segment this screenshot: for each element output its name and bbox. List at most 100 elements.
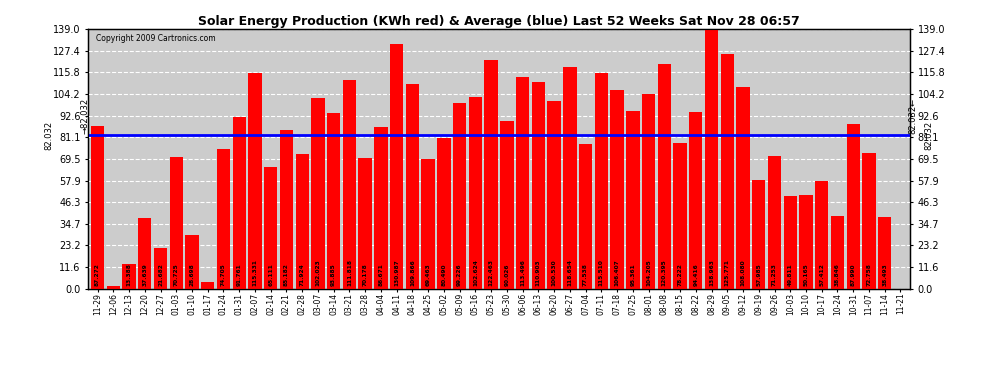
Bar [217,149,231,289]
Text: 111.818: 111.818 [346,259,351,286]
Bar [862,153,876,289]
Text: →82.032: →82.032 [80,98,90,134]
Text: 65.111: 65.111 [268,263,273,286]
Bar [721,54,734,289]
Text: 70.178: 70.178 [362,263,367,286]
Text: 82.032←: 82.032← [909,98,918,134]
Text: 78.222: 78.222 [677,263,682,286]
Bar [532,82,545,289]
Bar [233,117,246,289]
Text: 130.987: 130.987 [394,259,399,286]
Text: 87.272: 87.272 [95,263,100,286]
Text: 90.026: 90.026 [504,263,510,286]
Text: 118.654: 118.654 [567,259,572,286]
Bar [563,67,576,289]
Bar [406,84,419,289]
Bar [453,104,466,289]
Text: 57.412: 57.412 [820,263,825,286]
Bar [846,124,860,289]
Text: 37.639: 37.639 [143,263,148,286]
Bar [123,264,136,289]
Text: 95.361: 95.361 [631,263,636,286]
Text: 115.510: 115.510 [599,259,604,286]
Text: 91.761: 91.761 [237,263,242,286]
Bar [264,167,277,289]
Text: 109.866: 109.866 [410,259,415,286]
Bar [579,144,592,289]
Bar [138,218,151,289]
Bar [673,142,687,289]
Bar [468,97,482,289]
Bar [611,90,624,289]
Text: 102.023: 102.023 [316,259,321,286]
Bar [516,77,530,289]
Text: 108.080: 108.080 [741,259,745,286]
Text: 102.624: 102.624 [473,259,478,286]
Bar [422,159,435,289]
Bar [500,121,514,289]
Text: 125.771: 125.771 [725,259,730,286]
Text: 104.205: 104.205 [646,259,651,286]
Text: 86.671: 86.671 [378,263,383,286]
Bar [438,138,450,289]
Text: 49.811: 49.811 [788,263,793,286]
Text: 50.165: 50.165 [804,263,809,286]
Bar [153,248,167,289]
Text: 38.493: 38.493 [882,263,887,286]
Bar [783,196,797,289]
Bar [358,158,372,289]
Text: 99.226: 99.226 [457,263,462,286]
Text: 100.530: 100.530 [551,259,556,286]
Text: 13.388: 13.388 [127,263,132,286]
Text: 38.846: 38.846 [835,263,840,286]
Text: 113.496: 113.496 [520,259,525,286]
Text: 94.416: 94.416 [693,263,698,286]
Bar [547,101,560,289]
Bar [248,74,261,289]
Text: 28.698: 28.698 [189,263,194,286]
Text: 110.903: 110.903 [536,259,541,286]
Text: 57.985: 57.985 [756,263,761,286]
Bar [169,157,183,289]
Bar [752,180,765,289]
Title: Solar Energy Production (KWh red) & Average (blue) Last 52 Weeks Sat Nov 28 06:5: Solar Energy Production (KWh red) & Aver… [198,15,800,28]
Text: 74.705: 74.705 [221,263,226,286]
Text: 87.990: 87.990 [850,263,855,286]
Text: 69.463: 69.463 [426,263,431,286]
Bar [737,87,749,289]
Bar [201,282,215,289]
Bar [657,64,671,289]
Bar [626,111,640,289]
Bar [327,113,341,289]
Bar [374,127,388,289]
Bar [831,216,844,289]
Bar [815,182,829,289]
Bar [185,235,199,289]
Text: 70.725: 70.725 [174,263,179,286]
Text: 138.963: 138.963 [709,259,714,286]
Text: Copyright 2009 Cartronics.com: Copyright 2009 Cartronics.com [96,34,216,44]
Text: 82.032: 82.032 [925,121,934,150]
Text: 82.032: 82.032 [45,121,53,150]
Bar [642,94,655,289]
Bar [91,126,104,289]
Text: 120.395: 120.395 [661,259,667,286]
Bar [705,29,718,289]
Bar [689,112,703,289]
Text: 72.758: 72.758 [866,263,871,286]
Bar [799,195,813,289]
Text: 106.407: 106.407 [615,259,620,286]
Bar [343,80,356,289]
Text: 21.682: 21.682 [158,263,163,286]
Text: 80.490: 80.490 [442,263,446,286]
Text: 77.538: 77.538 [583,263,588,286]
Bar [484,60,498,289]
Bar [878,217,891,289]
Text: 93.885: 93.885 [332,263,337,286]
Bar [768,156,781,289]
Text: 71.924: 71.924 [300,263,305,286]
Text: 115.331: 115.331 [252,259,257,286]
Bar [595,73,608,289]
Text: 122.463: 122.463 [489,259,494,286]
Text: 85.182: 85.182 [284,263,289,286]
